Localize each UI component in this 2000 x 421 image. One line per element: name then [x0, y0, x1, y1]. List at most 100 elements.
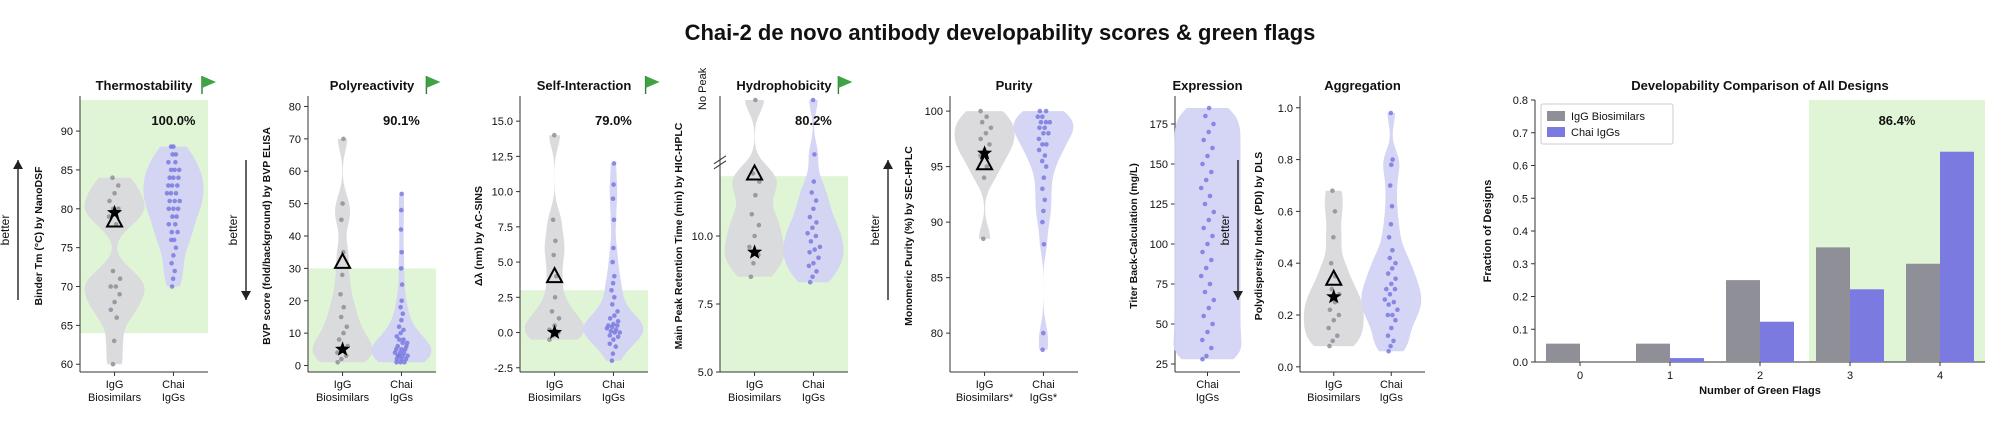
data-point — [810, 97, 816, 103]
x-tick-label-line: IgG — [334, 379, 352, 391]
data-point — [1210, 145, 1215, 151]
bar-igg — [1906, 263, 1940, 362]
data-point — [987, 142, 992, 147]
x-tick-label-line: IgGs — [162, 392, 186, 404]
data-point — [813, 198, 819, 203]
data-point — [166, 159, 171, 165]
y-tick-label: 0.4 — [1278, 258, 1293, 270]
data-point — [404, 340, 410, 346]
percent-label: 79.0% — [595, 113, 632, 128]
data-point — [748, 274, 754, 280]
y-tick-label: 0.0 — [1513, 357, 1528, 369]
x-tick-label-line: Chai — [390, 379, 413, 391]
data-point — [1387, 255, 1393, 261]
data-point — [170, 276, 176, 282]
data-point — [116, 183, 121, 188]
y-tick-label: 15.0 — [492, 116, 513, 128]
better-arrow-head — [241, 291, 251, 300]
data-point — [1392, 286, 1398, 292]
data-point — [340, 201, 345, 206]
data-point — [550, 217, 556, 223]
data-point — [1393, 317, 1398, 323]
y-tick-label: 25 — [1156, 359, 1168, 371]
x-tick-label-line: IgG — [1325, 379, 1343, 391]
data-point — [341, 304, 347, 310]
data-point — [1043, 108, 1049, 114]
y-tick-label: 0.6 — [1278, 206, 1293, 218]
data-point — [609, 358, 615, 364]
data-point — [1198, 185, 1204, 191]
data-point — [809, 190, 814, 195]
data-point — [114, 315, 119, 320]
data-point — [612, 295, 617, 300]
y-axis-label: Titer Back-Calculation (mg/L) — [1128, 163, 1140, 309]
percent-label: 86.4% — [1879, 113, 1916, 128]
y-tick-label: 0.6 — [1513, 161, 1528, 173]
data-point — [112, 299, 117, 305]
x-tick-label-line: Chai — [602, 379, 625, 391]
data-point — [1206, 129, 1211, 135]
data-point — [1205, 241, 1210, 247]
data-point — [1207, 281, 1213, 287]
star-marker — [977, 145, 993, 160]
panel-self-interaction: -2.5 0.0 2.5 5.0 7.5 10.0 12.5 15.0 IgGBiosimila… — [473, 78, 648, 404]
data-point — [399, 347, 404, 352]
data-point — [1041, 131, 1046, 136]
data-point — [606, 323, 611, 328]
data-point — [1209, 257, 1214, 263]
green-flag-icon — [837, 76, 853, 94]
data-point — [1330, 338, 1335, 344]
data-point — [172, 167, 177, 173]
x-tick-label-line: Biosimilars* — [956, 392, 1014, 404]
figure-title: Chai-2 de novo antibody developability s… — [684, 20, 1316, 45]
violin-igg — [524, 135, 585, 340]
data-point — [1202, 201, 1208, 207]
y-tick-label: 0.8 — [1513, 95, 1528, 107]
data-point — [611, 337, 616, 342]
axis-break — [713, 155, 727, 165]
data-point — [110, 361, 116, 367]
legend-label: Chai IgGs — [1571, 127, 1620, 139]
data-point — [817, 244, 823, 250]
panel-title: Hydrophobicity — [736, 78, 832, 93]
data-point — [1393, 276, 1398, 282]
data-point — [753, 97, 758, 103]
y-tick-label: 60 — [289, 166, 301, 178]
data-point — [613, 344, 619, 349]
x-tick-label: 3 — [1847, 370, 1853, 382]
star-marker — [547, 324, 563, 339]
data-point — [756, 222, 762, 228]
bar-igg — [1726, 280, 1760, 362]
triangle-marker — [333, 251, 352, 269]
data-point — [1386, 235, 1392, 240]
y-tick-label: 12.5 — [492, 151, 513, 163]
data-point — [174, 214, 179, 219]
data-point — [169, 284, 175, 289]
y-tick-label: 75 — [1156, 279, 1168, 291]
data-point — [1046, 131, 1051, 136]
data-point — [751, 260, 756, 266]
data-point — [1335, 333, 1340, 339]
data-point — [1038, 119, 1044, 125]
y-axis-label: Monomeric Purity (%) by SEC-HPLC — [903, 146, 915, 326]
data-point — [752, 233, 757, 239]
y-tick-label: 0.1 — [1513, 324, 1528, 336]
data-point — [401, 327, 406, 333]
data-point — [340, 272, 345, 278]
data-point — [1391, 338, 1396, 344]
data-point — [612, 313, 617, 318]
data-point — [615, 323, 620, 328]
y-tick-label: 80 — [289, 101, 301, 113]
data-point — [166, 222, 172, 227]
data-point — [171, 237, 177, 243]
data-point — [1209, 345, 1214, 351]
x-tick-label-line: Biosimilars — [728, 392, 782, 404]
data-point — [164, 191, 170, 196]
y-tick-label: 0.2 — [1513, 292, 1528, 304]
